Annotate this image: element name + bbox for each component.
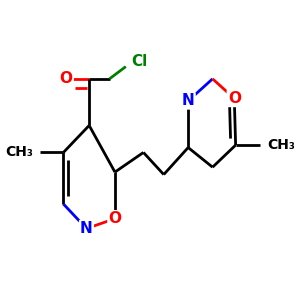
Text: N: N [80, 221, 93, 236]
Text: O: O [108, 211, 122, 226]
Text: O: O [60, 71, 73, 86]
Text: CH₃: CH₃ [267, 138, 295, 152]
Text: CH₃: CH₃ [6, 146, 34, 160]
Text: Cl: Cl [131, 54, 148, 69]
Text: N: N [182, 93, 194, 108]
Text: O: O [228, 91, 241, 106]
